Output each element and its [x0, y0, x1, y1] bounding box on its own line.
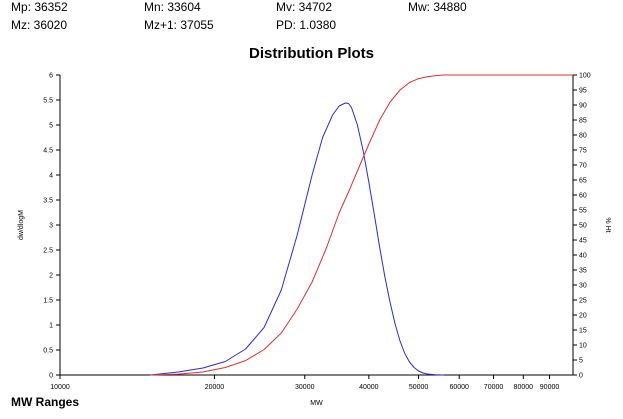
- stat-mn: Mn: 33604: [144, 0, 201, 14]
- x-axis-label: MW: [310, 400, 323, 407]
- y2-tick-label: 25: [579, 298, 587, 305]
- y2-axis-label: % Ht: [604, 217, 611, 232]
- y-axis-label: dw/dlogM: [18, 210, 25, 240]
- stat-mz: Mz: 36020: [11, 18, 68, 32]
- stat-mv: Mv: 34702: [276, 0, 333, 14]
- y2-tick-label: 45: [579, 238, 587, 245]
- y2-tick-label: 5: [579, 358, 583, 365]
- series-line-dw-dlogm: [150, 102, 444, 376]
- y2-tick-label: 60: [579, 193, 587, 200]
- y-tick-label: 5: [49, 123, 53, 130]
- y2-tick-label: 10: [579, 343, 587, 350]
- y2-tick-label: 65: [579, 178, 587, 185]
- chart-title: Distribution Plots: [249, 45, 374, 62]
- y2-tick-label: 30: [579, 283, 587, 290]
- y2-tick-label: 70: [579, 163, 587, 170]
- y2-tick-label: 85: [579, 118, 587, 125]
- stat-pd: PD: 1.0380: [276, 18, 337, 32]
- y2-tick-label: 50: [579, 223, 587, 230]
- x-tick-label: 90000: [540, 384, 560, 391]
- y-tick-label: 2: [49, 273, 53, 280]
- x-tick-label: 70000: [484, 384, 504, 391]
- x-tick-label: 10000: [50, 384, 70, 391]
- y-tick-label: 3: [49, 223, 53, 230]
- stat-mp: Mp: 36352: [11, 0, 68, 14]
- x-tick-label: 30000: [295, 384, 315, 391]
- stat-mw: Mw: 34880: [408, 0, 467, 14]
- y2-tick-label: 15: [579, 328, 587, 335]
- x-tick-label: 40000: [359, 384, 379, 391]
- y2-tick-label: 55: [579, 208, 587, 215]
- stat-mz-plus-1: Mz+1: 37055: [144, 18, 214, 32]
- y2-tick-label: 20: [579, 313, 587, 320]
- y-tick-label: 0.5: [43, 348, 53, 355]
- y-tick-label: 5.5: [43, 98, 53, 105]
- x-tick-label: 20000: [205, 384, 225, 391]
- y-tick-label: 0: [49, 373, 53, 380]
- y2-tick-label: 40: [579, 253, 587, 260]
- y2-tick-label: 0: [579, 373, 583, 380]
- y-tick-label: 1.5: [43, 298, 53, 305]
- y-tick-label: 6: [49, 73, 53, 80]
- x-tick-label: 80000: [514, 384, 534, 391]
- y-tick-label: 4: [49, 173, 53, 180]
- y-tick-label: 2.5: [43, 248, 53, 255]
- y2-tick-label: 80: [579, 133, 587, 140]
- x-tick-label: 50000: [409, 384, 429, 391]
- y-tick-label: 4.5: [43, 148, 53, 155]
- y2-tick-label: 90: [579, 103, 587, 110]
- y-tick-label: 1: [49, 323, 53, 330]
- y2-tick-label: 35: [579, 268, 587, 275]
- y2-tick-label: 100: [579, 73, 591, 80]
- y2-tick-label: 75: [579, 148, 587, 155]
- series-line-cumulative: [150, 74, 573, 376]
- x-tick-label: 60000: [449, 384, 469, 391]
- mw-ranges-heading: MW Ranges: [11, 395, 80, 409]
- y2-tick-label: 95: [579, 88, 587, 95]
- y-tick-label: 3.5: [43, 198, 53, 205]
